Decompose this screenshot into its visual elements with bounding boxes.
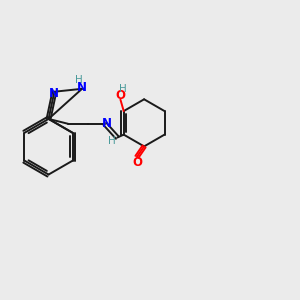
Text: H: H bbox=[75, 75, 82, 85]
Text: O: O bbox=[116, 88, 125, 101]
Text: N: N bbox=[77, 81, 87, 94]
Text: H: H bbox=[119, 84, 127, 94]
Text: N: N bbox=[50, 87, 59, 100]
Text: O: O bbox=[132, 156, 142, 169]
Text: H: H bbox=[107, 136, 115, 146]
Text: N: N bbox=[102, 117, 112, 130]
